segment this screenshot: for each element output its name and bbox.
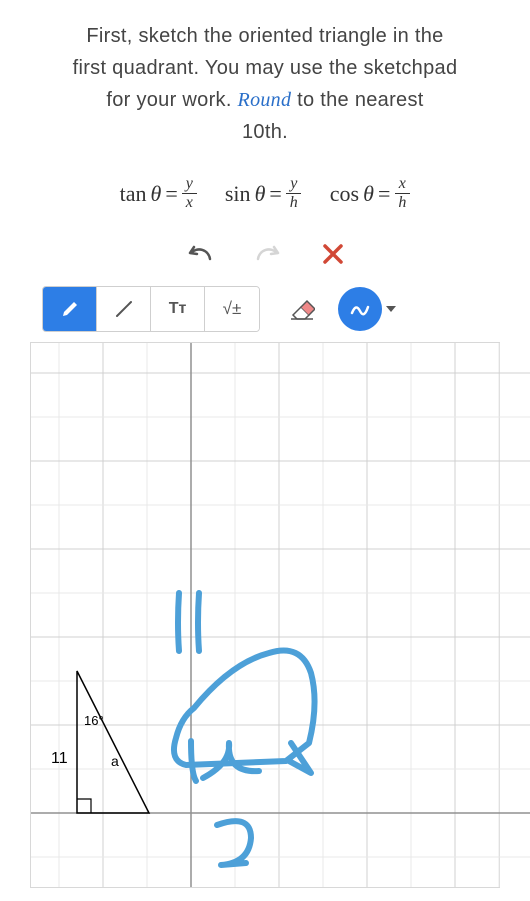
- eraser-tool[interactable]: [280, 287, 324, 331]
- inst-line3b: to the nearest: [291, 89, 423, 111]
- inst-line3a: for your work.: [106, 89, 237, 111]
- handwriting: [174, 593, 315, 865]
- undo-redo-row: [30, 241, 500, 272]
- text-tool[interactable]: Tᴛ: [151, 287, 205, 331]
- right-angle-marker: [77, 799, 91, 813]
- triangle: [77, 671, 149, 813]
- formula-cos: cos θ = x h: [330, 176, 411, 211]
- formula-sin: sin θ = y h: [225, 176, 302, 211]
- sketchpad-canvas[interactable]: 11 16° a: [30, 342, 500, 888]
- round-word: Round: [238, 89, 292, 111]
- inst-line2: first quadrant. You may use the sketchpa…: [73, 57, 458, 79]
- instructions: First, sketch the oriented triangle in t…: [30, 20, 500, 148]
- pencil-icon: [61, 300, 79, 318]
- clear-button[interactable]: [322, 241, 344, 272]
- close-icon: [322, 243, 344, 265]
- inst-line1: First, sketch the oriented triangle in t…: [86, 25, 443, 47]
- undo-icon: [186, 243, 214, 265]
- undo-button[interactable]: [186, 243, 214, 270]
- inst-line4: 10th.: [242, 121, 288, 143]
- triangle-a-label: a: [111, 753, 119, 769]
- pencil-tool[interactable]: [43, 287, 97, 331]
- line-icon: [113, 298, 135, 320]
- math-tool[interactable]: √±: [205, 287, 259, 331]
- toolbar: Tᴛ √±: [30, 286, 500, 332]
- sketch-content: 11 16° a: [31, 343, 530, 887]
- freehand-tool[interactable]: [338, 287, 382, 331]
- redo-button[interactable]: [254, 243, 282, 270]
- chevron-down-icon[interactable]: [386, 306, 396, 312]
- triangle-angle-label: 16°: [84, 713, 104, 728]
- eraser-icon: [289, 297, 315, 321]
- line-tool[interactable]: [97, 287, 151, 331]
- redo-icon: [254, 243, 282, 265]
- formula-row: tan θ = y x sin θ = y h cos θ = x h: [30, 176, 500, 211]
- tool-group: Tᴛ √±: [42, 286, 260, 332]
- formula-tan: tan θ = y x: [120, 176, 197, 211]
- triangle-side-label: 11: [51, 750, 68, 767]
- freehand-icon: [349, 299, 371, 319]
